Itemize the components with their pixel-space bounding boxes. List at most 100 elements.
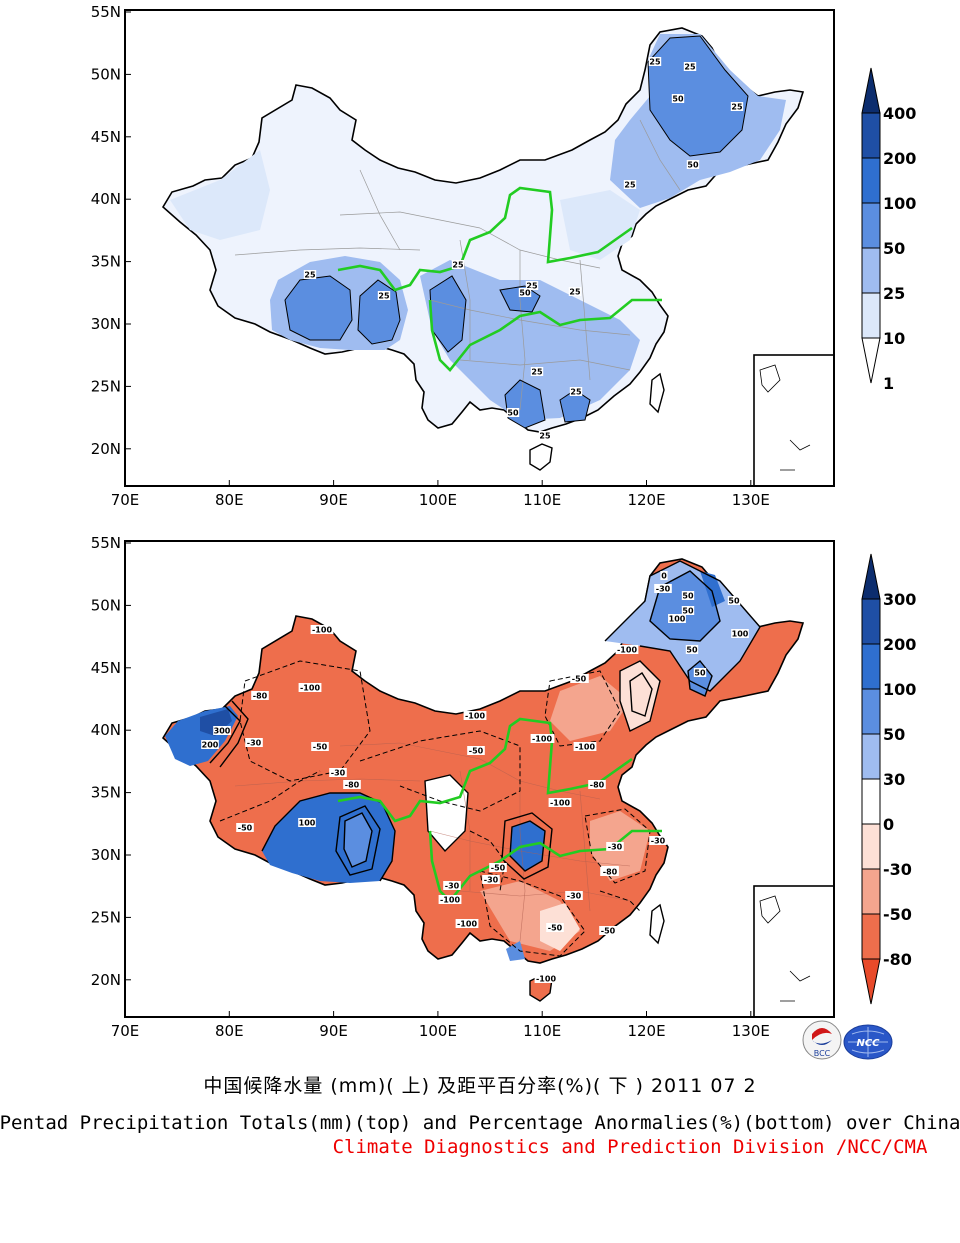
contour-label-bg [251, 691, 269, 700]
contour-label: 200 [202, 741, 219, 750]
ncc-logo: NCC [843, 1024, 893, 1060]
contour-label: -30 [445, 882, 460, 891]
shade-anom-30 [620, 661, 660, 731]
taiwan-top [649, 372, 665, 414]
colorbar-label: 25 [883, 284, 905, 303]
colorbar-swatch [861, 202, 881, 249]
contour-label: 50 [682, 607, 694, 616]
lat-tick-label: 50N [91, 596, 121, 614]
contour-label: -100 [532, 735, 552, 744]
contour-label-bg [343, 780, 361, 789]
contour-label-bg [683, 62, 697, 71]
contour-label: -100 [536, 975, 556, 984]
contour-label-bg [569, 387, 583, 396]
colorbar-label: 200 [883, 635, 916, 654]
contour-label: -100 [300, 684, 320, 693]
lon-tick-label: 120E [627, 491, 665, 509]
shade-anom-ne-200 [700, 571, 725, 607]
contour-label: 50 [687, 161, 699, 170]
contour-label: 25 [570, 388, 582, 397]
contour-label-bg [606, 842, 624, 851]
contour-label-bg [548, 798, 572, 807]
contour-label-bg [730, 102, 744, 111]
lon-tick-label: 70E [111, 491, 140, 509]
lon-tick-label: 70E [111, 1022, 140, 1040]
contour-label-bg [538, 431, 552, 440]
colorbar-swatch [861, 157, 881, 204]
contour-label-bg [693, 668, 707, 677]
anomaly-shading: -100 -100 -100 -80 300 200 -30 -50 -100 -50 100 -30… [161, 558, 834, 1017]
contour-label-bg [681, 606, 695, 615]
contour-label-bg [727, 596, 741, 605]
contour-label: 25 [649, 58, 661, 67]
colorbar-swatch [861, 913, 881, 960]
colorbar-label: 200 [883, 149, 916, 168]
contour-label: 25 [452, 261, 464, 270]
shade-anom-south-50 [506, 941, 525, 961]
contour-label: -50 [491, 864, 506, 873]
contour-label: 50 [686, 646, 698, 655]
lon-tick-label: 110E [523, 491, 561, 509]
inset-south-china-sea-top [753, 354, 834, 486]
lat-tick-label: 55N [91, 534, 121, 552]
contour-label-bg [731, 629, 749, 638]
contour-label-bg [463, 711, 487, 720]
caption-english: Pentad Precipitation Totals(mm)(top) and… [0, 1112, 960, 1134]
lat-tick-label: 30N [91, 846, 121, 864]
contour-label: -100 [440, 896, 460, 905]
shade-anom-xj-400 [200, 709, 232, 736]
colorbar-label: 100 [883, 680, 916, 699]
lat-tick-label: 45N [91, 659, 121, 677]
contour-label: -50 [469, 747, 484, 756]
contour-label-bg [671, 94, 685, 103]
contour-label-bg [654, 584, 672, 593]
colorbar-top-arrow [861, 553, 881, 600]
colorbar-swatch [861, 688, 881, 735]
contour-label: -50 [601, 927, 616, 936]
colorbar-top: 400 200 100 50 25 10 1 [861, 67, 916, 393]
contour-label: -30 [331, 769, 346, 778]
contour-label: -50 [548, 924, 563, 933]
shade-anom-50-a [550, 676, 630, 741]
shade-anom-tibet-50 [344, 813, 372, 867]
lon-tick-label: 130E [732, 1022, 770, 1040]
contour-label-bg [530, 367, 544, 376]
shade-south-50b [560, 390, 590, 422]
colorbar-label: -80 [883, 950, 912, 969]
province-lines-top [234, 119, 681, 411]
contour-label: -50 [238, 824, 253, 833]
lon-tick-label: 90E [319, 1022, 348, 1040]
colorbar-label: 100 [883, 194, 916, 213]
lat-tick-label: 30N [91, 315, 121, 333]
contour-label-bg [601, 867, 619, 876]
rivers-top [337, 186, 662, 372]
contour-label-bg [455, 919, 479, 928]
lat-tick-label: 25N [91, 908, 121, 926]
caption-division: Climate Diagnostics and Prediction Divis… [332, 1136, 928, 1158]
contour-label: -100 [457, 920, 477, 929]
contour-label-bg [623, 180, 637, 189]
lat-tick-label: 40N [91, 721, 121, 739]
contour-label-bg [546, 923, 564, 932]
contour-label-bg [570, 674, 588, 683]
contour-label: 50 [694, 669, 706, 678]
contour-label-bg [489, 863, 507, 872]
contour-label: 25 [378, 292, 390, 301]
contour-label-bg [329, 768, 347, 777]
shade-west-10 [170, 150, 270, 240]
inset-islands-top [759, 364, 811, 471]
contour-label: 25 [539, 432, 551, 441]
contour-label-bg [648, 57, 662, 66]
contour-label: 100 [732, 630, 749, 639]
colorbar-swatch [861, 247, 881, 294]
bcc-logo-text: BCC [814, 1049, 831, 1058]
colorbar-swatch [861, 643, 881, 690]
colorbar-label: -50 [883, 905, 912, 924]
lon-tick-label: 110E [523, 1022, 561, 1040]
contour-label-bg [685, 645, 699, 654]
lat-tick-label: 55N [91, 3, 121, 21]
lon-tick-label: 80E [215, 1022, 244, 1040]
lat-tick-label: 20N [91, 440, 121, 458]
shade-east-10 [560, 190, 640, 260]
contour-label: 50 [682, 592, 694, 601]
